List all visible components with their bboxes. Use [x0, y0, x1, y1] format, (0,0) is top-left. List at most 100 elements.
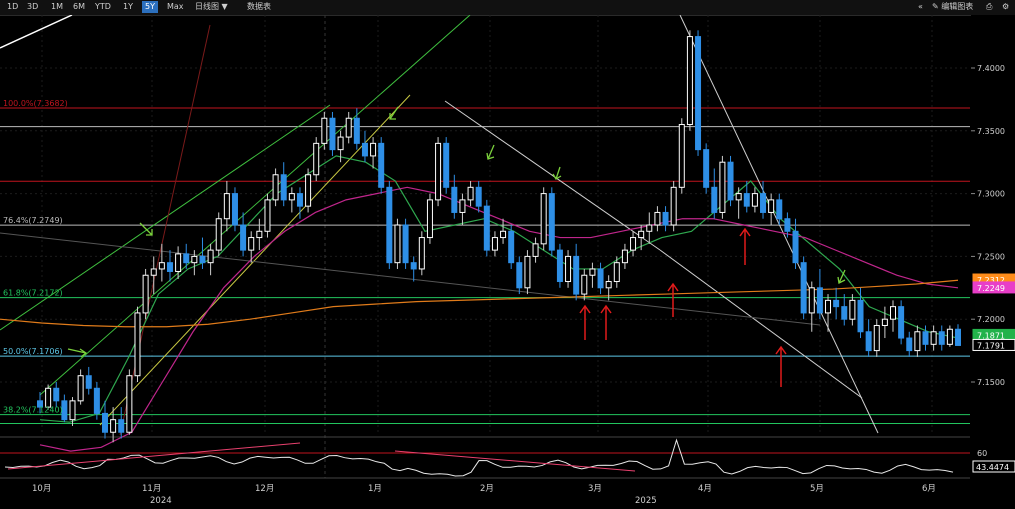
candle-body [548, 193, 555, 251]
candle [849, 294, 856, 326]
range-1m[interactable]: 1M [51, 2, 63, 11]
candle-body [808, 287, 815, 314]
range-max[interactable]: Max [167, 2, 184, 11]
month-label: 12月 [255, 484, 274, 494]
axis-tick-label: 7.2000 [977, 315, 1005, 324]
range-3d[interactable]: 3D [27, 2, 39, 11]
candle-body [524, 255, 531, 289]
candle [808, 281, 815, 332]
candle [45, 384, 52, 410]
candle-body [508, 230, 515, 264]
candle [532, 237, 539, 263]
candle-body [703, 149, 710, 188]
ind-trend-2 [394, 450, 636, 472]
collapse-icon[interactable]: « [918, 2, 923, 11]
candle-body [296, 193, 303, 207]
candle-body [922, 331, 929, 345]
candle [621, 243, 628, 269]
ind-line [4, 438, 954, 477]
price-chart[interactable]: 100.0%(7.3682) 76.4%(7.2749) 61.8%(7.2172)… [0, 15, 1015, 509]
candle [175, 246, 182, 280]
candle-body [760, 193, 767, 213]
candle [695, 30, 702, 156]
range-1y[interactable]: 1Y [123, 2, 133, 11]
candle [77, 369, 84, 405]
candle [678, 118, 685, 194]
candle-body [784, 218, 791, 232]
candle-body [898, 306, 905, 339]
price-tag: 7.1791 [977, 341, 1005, 350]
candle-body [110, 419, 117, 433]
edit-chart-button[interactable]: ✎ 编辑图表 [932, 1, 973, 13]
candle [85, 366, 92, 395]
candle [158, 243, 165, 282]
candle-body [483, 205, 490, 251]
fib-label: 76.4%(7.2749) [3, 216, 63, 225]
candle-body [85, 375, 92, 389]
candle-body [743, 193, 750, 207]
axis-tick-label: 7.1500 [977, 378, 1005, 387]
candle-body [215, 218, 222, 251]
candle-body [402, 224, 409, 264]
candle-body [256, 230, 263, 239]
settings-icon[interactable]: ⚙ [1002, 2, 1010, 11]
trendline-yellow [99, 94, 411, 426]
chart-type-select[interactable]: 日线图 ▼ [192, 1, 231, 13]
range-ytd[interactable]: YTD [95, 2, 111, 11]
candle-body [930, 331, 937, 345]
candle-body [93, 387, 100, 414]
candle [296, 187, 303, 219]
candle [256, 218, 263, 251]
trendline-green-2 [39, 15, 471, 396]
print-icon[interactable]: ⎙ [986, 2, 993, 11]
candle-body [418, 237, 425, 270]
time-axis: 10月 11月 12月 1月 2月 3月 4月 5月 6月 2024 2025 [0, 477, 1015, 509]
candle [467, 181, 474, 207]
fib-label: 61.8%(7.2172) [3, 289, 63, 298]
candle [581, 268, 588, 301]
trendline-grey-4 [0, 232, 821, 326]
candle-body [516, 262, 523, 289]
candle-body [191, 255, 198, 264]
candle-body [280, 174, 287, 201]
candle [890, 300, 897, 332]
candle [361, 130, 368, 163]
range-1d[interactable]: 1D [7, 2, 19, 11]
month-label: 1月 [368, 484, 382, 494]
candle [183, 243, 190, 269]
candle-body [158, 262, 165, 270]
candle [508, 225, 515, 269]
candle-body [500, 230, 507, 239]
candle-body [881, 318, 888, 326]
axis-tick-label: 7.3000 [977, 190, 1005, 199]
candle [589, 262, 596, 288]
fib-label: 100.0%(7.3682) [3, 99, 68, 108]
candle-body [670, 186, 677, 226]
trendline-green-1 [0, 104, 331, 331]
range-5y[interactable]: 5Y [142, 1, 158, 13]
candle [451, 174, 458, 219]
candle [630, 231, 637, 257]
candle-body [45, 387, 52, 408]
candle-body [134, 312, 141, 377]
candle-body [321, 117, 328, 144]
candle [410, 256, 417, 282]
candle [613, 256, 620, 288]
candle-body [873, 324, 880, 352]
fib-label: 50.0%(7.1706) [3, 347, 63, 356]
candle [337, 130, 344, 163]
data-table-button[interactable]: 数据表 [247, 2, 271, 11]
candle-body [906, 337, 913, 352]
candle-body [126, 375, 133, 433]
candle [556, 243, 563, 288]
candle [841, 294, 848, 326]
year-label: 2024 [150, 496, 172, 506]
range-6m[interactable]: 6M [73, 2, 85, 11]
candle [816, 268, 823, 320]
price-tag-bg [972, 281, 1015, 294]
month-label: 6月 [922, 484, 936, 494]
axis-tick-label: 7.2500 [977, 252, 1005, 261]
candle [110, 407, 117, 443]
candle-body [150, 268, 157, 276]
